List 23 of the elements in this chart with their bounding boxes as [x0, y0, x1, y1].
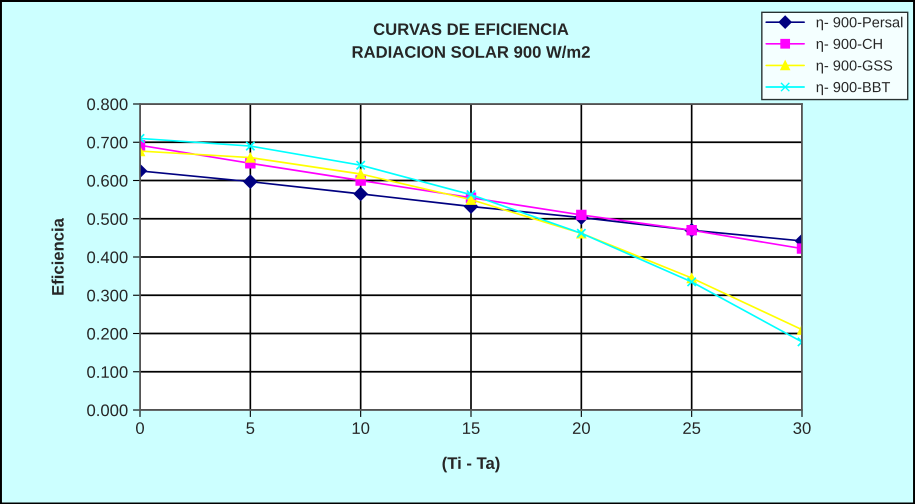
y-tick-label: 0.100: [87, 366, 128, 378]
x-tick-label: 0: [136, 422, 144, 434]
x-axis-title: (Ti - Ta): [442, 456, 500, 472]
y-tick-label: 0.000: [87, 404, 128, 416]
y-tick-label: 0.300: [87, 290, 128, 302]
x-tick-label: 30: [793, 422, 811, 434]
y-tick-label: 0.200: [87, 328, 128, 340]
x-tick-label: 25: [683, 422, 700, 434]
legend-label: η- 900-CH: [816, 38, 882, 52]
x-tick-label: 15: [463, 422, 480, 434]
x-tick-label: 10: [352, 422, 370, 434]
y-tick-label: 0.800: [87, 98, 128, 110]
x-tick-label: 20: [572, 422, 590, 434]
legend-label: η- 900-GSS: [816, 60, 892, 74]
y-axis-title: Eficiencia: [52, 218, 64, 295]
legend-label: η- 900-Persal: [816, 16, 902, 30]
y-tick-label: 0.700: [87, 136, 128, 148]
y-tick-label: 0.600: [87, 174, 128, 187]
chart-title: CURVAS DE EFICIENCIA RADIACION SOLAR 900 W/m2: [352, 23, 590, 58]
x-tick-label: 5: [246, 422, 254, 434]
y-tick-label: 0.500: [87, 213, 128, 225]
legend-label: η- 900-BBT: [816, 82, 890, 96]
y-tick-label: 0.400: [87, 251, 128, 264]
